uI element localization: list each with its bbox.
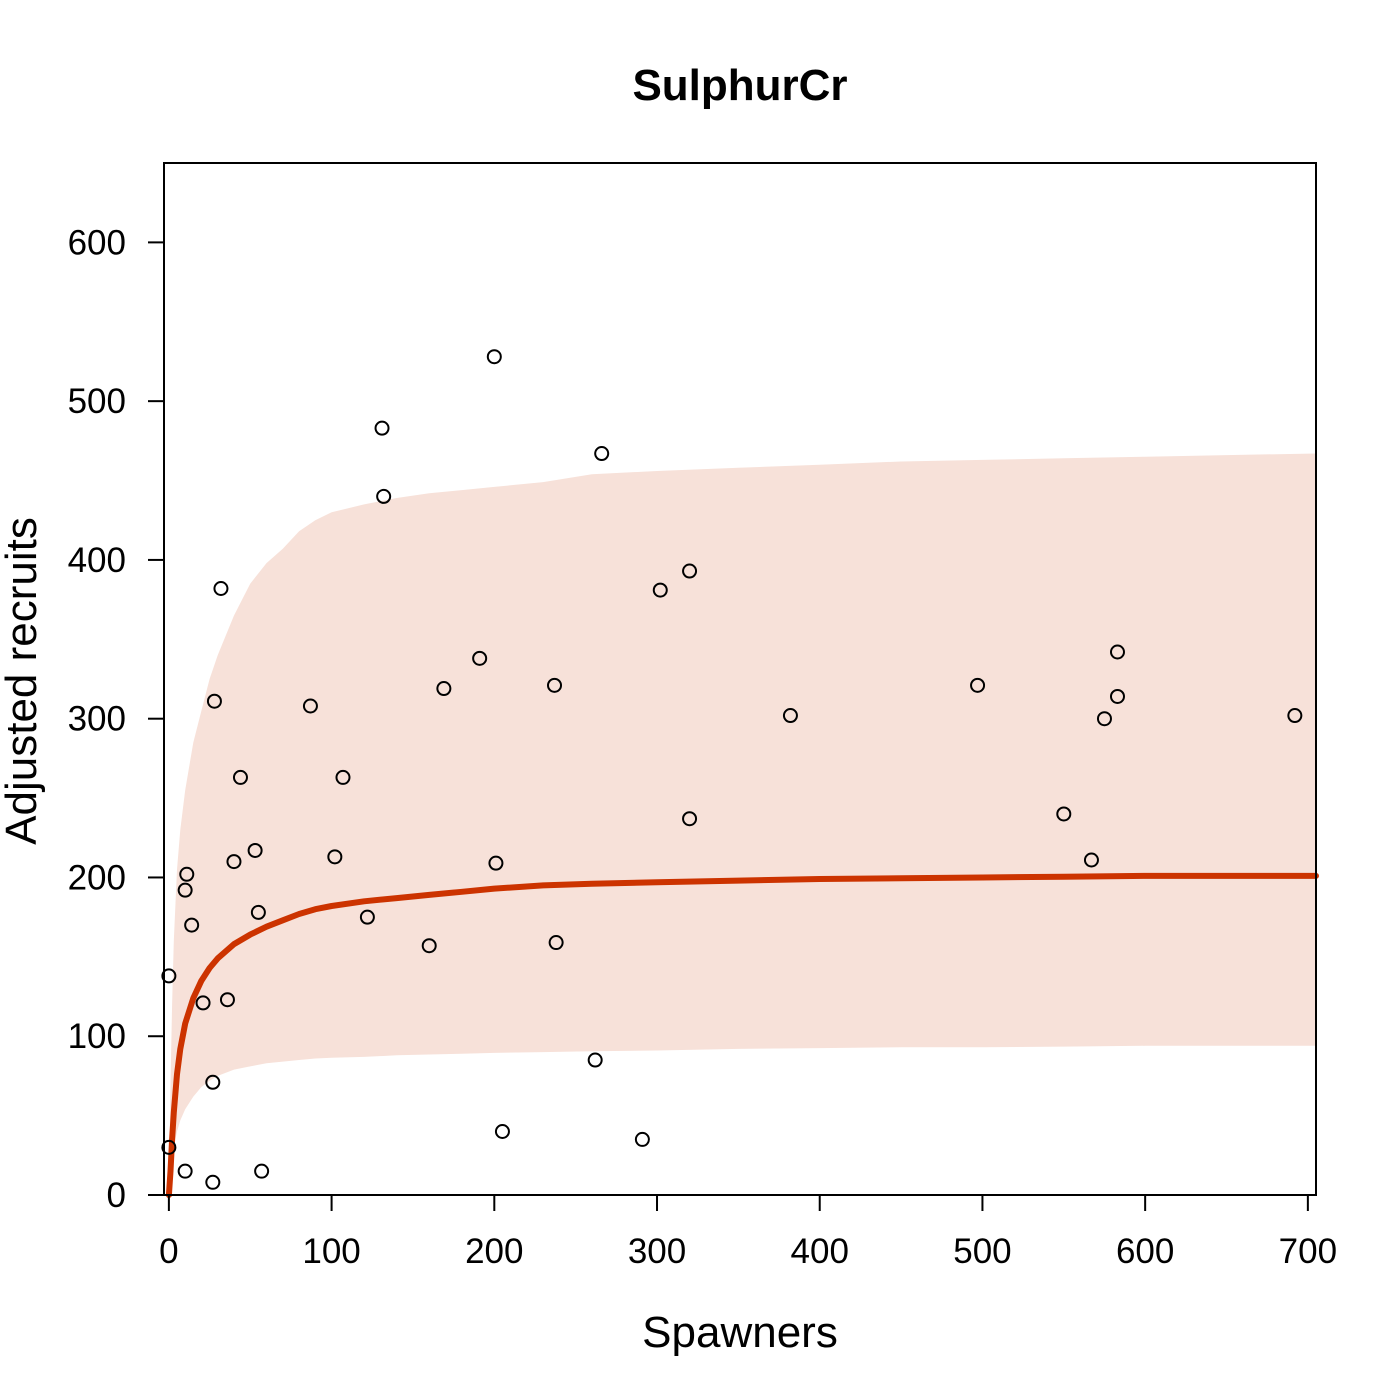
data-point xyxy=(177,882,193,898)
y-tick-label: 200 xyxy=(68,858,126,897)
data-point xyxy=(205,1074,221,1090)
data-point xyxy=(652,582,668,598)
data-point xyxy=(547,677,563,693)
y-tick-label: 300 xyxy=(68,700,126,739)
data-point xyxy=(232,769,248,785)
data-points xyxy=(161,349,1303,1190)
data-point xyxy=(219,992,235,1008)
y-axis-label: Adjusted recruits xyxy=(0,517,46,845)
data-point xyxy=(1056,806,1072,822)
data-point xyxy=(488,855,504,871)
y-tick-label: 100 xyxy=(68,1017,126,1056)
chart-title: SulphurCr xyxy=(632,61,847,110)
data-point xyxy=(327,849,343,865)
x-tick-label: 600 xyxy=(1116,1232,1174,1271)
data-point xyxy=(376,488,392,504)
plot-area xyxy=(161,349,1319,1198)
data-point xyxy=(1287,708,1303,724)
x-tick-label: 300 xyxy=(628,1232,686,1271)
data-point xyxy=(359,909,375,925)
data-point xyxy=(782,708,798,724)
data-point xyxy=(1109,644,1125,660)
data-point xyxy=(494,1123,510,1139)
x-tick-label: 400 xyxy=(791,1232,849,1271)
data-point xyxy=(682,563,698,579)
data-point xyxy=(250,904,266,920)
x-tick-label: 700 xyxy=(1279,1232,1337,1271)
data-point xyxy=(161,968,177,984)
data-point xyxy=(179,866,195,882)
data-point xyxy=(436,681,452,697)
data-point xyxy=(206,693,222,709)
data-point xyxy=(247,842,263,858)
data-point xyxy=(1109,688,1125,704)
data-point xyxy=(421,938,437,954)
x-tick-label: 100 xyxy=(302,1232,360,1271)
x-axis-label: Spawners xyxy=(642,1308,838,1357)
data-point xyxy=(374,420,390,436)
x-tick-label: 200 xyxy=(465,1232,523,1271)
data-point xyxy=(161,1139,177,1155)
y-tick-label: 600 xyxy=(68,223,126,262)
data-point xyxy=(486,349,502,365)
data-point xyxy=(335,769,351,785)
data-point xyxy=(302,698,318,714)
data-point xyxy=(472,650,488,666)
data-point xyxy=(226,854,242,870)
y-tick-label: 500 xyxy=(68,382,126,421)
data-point xyxy=(195,995,211,1011)
x-tick-label: 500 xyxy=(953,1232,1011,1271)
data-point xyxy=(177,1163,193,1179)
data-point xyxy=(213,581,229,597)
data-point xyxy=(594,446,610,462)
data-point xyxy=(205,1174,221,1190)
data-point xyxy=(587,1052,603,1068)
y-tick-label: 400 xyxy=(68,541,126,580)
data-point xyxy=(548,935,564,951)
y-tick-label: 0 xyxy=(107,1176,126,1215)
fit-line xyxy=(165,872,1319,1198)
data-point xyxy=(970,677,986,693)
x-axis: 0 100 200 300 400 500 600 700 xyxy=(159,1194,1337,1271)
data-point xyxy=(682,811,698,827)
data-point xyxy=(184,917,200,933)
data-point xyxy=(634,1131,650,1147)
y-axis: 0 100 200 300 400 500 600 xyxy=(68,223,165,1215)
x-tick-label: 0 xyxy=(159,1232,178,1271)
data-point xyxy=(1083,852,1099,868)
data-point xyxy=(254,1163,270,1179)
confidence-band xyxy=(168,453,1316,1195)
data-point xyxy=(1096,711,1112,727)
